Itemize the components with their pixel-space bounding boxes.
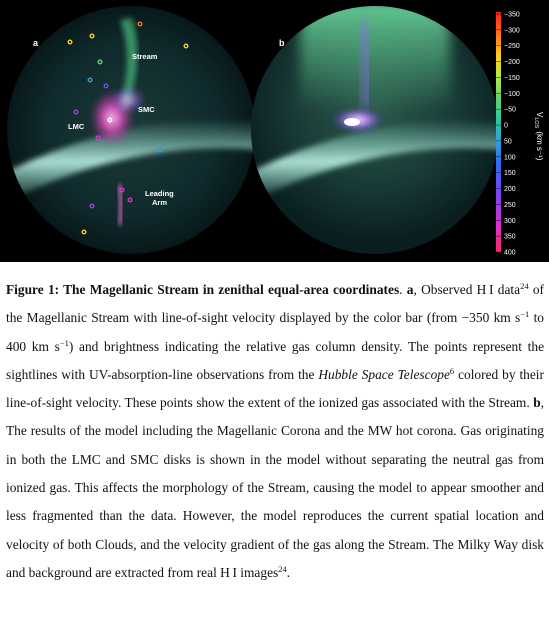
annotation-lmc: LMC	[68, 122, 85, 131]
colorbar-tick-label: 400	[504, 250, 516, 257]
colorbar-tick-label: −150	[504, 75, 520, 82]
colorbar-tick-label: −100	[504, 91, 520, 98]
colorbar: −350 −300 −250 −200 −150 −100 −50 0 50 100 150 200 2…	[496, 12, 544, 257]
colorbar-tick-label: 350	[504, 234, 516, 241]
colorbar-scale	[496, 12, 501, 252]
figure-image: a Stream SMC LMC Leading Arm b −350 −300−…	[0, 0, 549, 262]
colorbar-tick-label: −200	[504, 59, 520, 66]
colorbar-tick-label: −50	[504, 107, 516, 114]
colorbar-tick-label: 50	[504, 138, 512, 145]
panel-a-label: a	[33, 38, 39, 48]
caption-label: Figure 1: The Magellanic Stream in zenit…	[6, 282, 400, 297]
sightline-points	[67, 21, 189, 235]
annotation-smc: SMC	[138, 105, 155, 114]
colorbar-tick-label: −350	[504, 12, 520, 19]
annotation-leading: Leading	[145, 189, 174, 198]
panel-b-label: b	[279, 38, 285, 48]
colorbar-tick-label: 150	[504, 170, 516, 177]
panel-b-map: b	[251, 6, 499, 254]
colorbar-tick-label: −300	[504, 27, 520, 34]
colorbar-tick-label: 200	[504, 186, 516, 193]
colorbar-title: VLOS(km s⁻¹)	[533, 112, 544, 161]
annotation-stream: Stream	[132, 52, 158, 61]
figure-caption: Figure 1: The Magellanic Stream in zenit…	[6, 281, 545, 580]
colorbar-tick-label: 0	[504, 123, 508, 130]
colorbar-tick-label: −250	[504, 43, 520, 50]
panel-a-map: a Stream SMC LMC Leading Arm	[7, 6, 255, 254]
colorbar-tick-label: 250	[504, 202, 516, 209]
colorbar-tick-label: 300	[504, 218, 516, 225]
annotation-arm: Arm	[152, 198, 167, 207]
colorbar-tick-label: 100	[504, 154, 516, 161]
